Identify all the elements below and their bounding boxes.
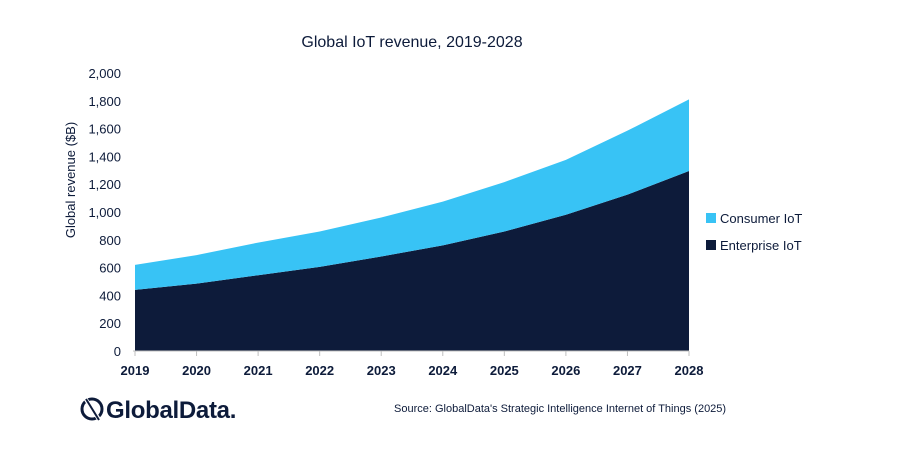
y-tick-label: 0 <box>114 344 121 359</box>
x-tick-label: 2024 <box>428 363 458 378</box>
y-tick-label: 1,000 <box>88 205 121 220</box>
x-tick-label: 2023 <box>367 363 396 378</box>
x-axis-ticks: 2019 2020 2021 2022 2023 2024 2025 2026 2027 2028 <box>121 351 704 378</box>
y-tick-label: 2,000 <box>88 66 121 81</box>
area-enterprise-iot <box>135 170 689 351</box>
y-tick-label: 800 <box>99 233 121 248</box>
y-tick-label: 400 <box>99 288 121 303</box>
y-tick-label: 1,400 <box>88 149 121 164</box>
area-consumer-iot <box>135 99 689 290</box>
y-tick-label: 600 <box>99 261 121 276</box>
x-tick-label: 2026 <box>551 363 580 378</box>
x-tick-label: 2027 <box>613 363 642 378</box>
plot-areas <box>135 99 689 351</box>
legend-swatch-enterprise-iot <box>706 240 716 250</box>
y-tick-label: 200 <box>99 316 121 331</box>
legend-swatch-consumer-iot <box>706 213 716 223</box>
globaldata-logo-icon <box>80 396 104 423</box>
source-note: Source: GlobalData's Strategic Intellige… <box>394 403 726 415</box>
y-tick-label: 1,800 <box>88 94 121 109</box>
brand-name: GlobalData. <box>106 397 236 424</box>
y-axis-ticks: 0 200 400 600 800 1,000 1,200 1,400 1,600 1,800 2,… <box>88 66 121 359</box>
x-tick-label: 2025 <box>490 363 519 378</box>
x-tick-label: 2020 <box>182 363 211 378</box>
legend-label-consumer-iot: Consumer IoT <box>720 211 802 226</box>
chart-title: Global IoT revenue, 2019-2028 <box>301 34 522 51</box>
legend: Consumer IoT Enterprise IoT <box>706 211 802 253</box>
legend-label-enterprise-iot: Enterprise IoT <box>720 238 802 253</box>
x-tick-label: 2021 <box>244 363 273 378</box>
x-tick-label: 2028 <box>675 363 704 378</box>
x-tick-label: 2022 <box>305 363 334 378</box>
y-tick-label: 1,200 <box>88 177 121 192</box>
y-axis-label: Global revenue ($B) <box>63 122 78 238</box>
x-tick-label: 2019 <box>121 363 150 378</box>
y-tick-label: 1,600 <box>88 122 121 137</box>
